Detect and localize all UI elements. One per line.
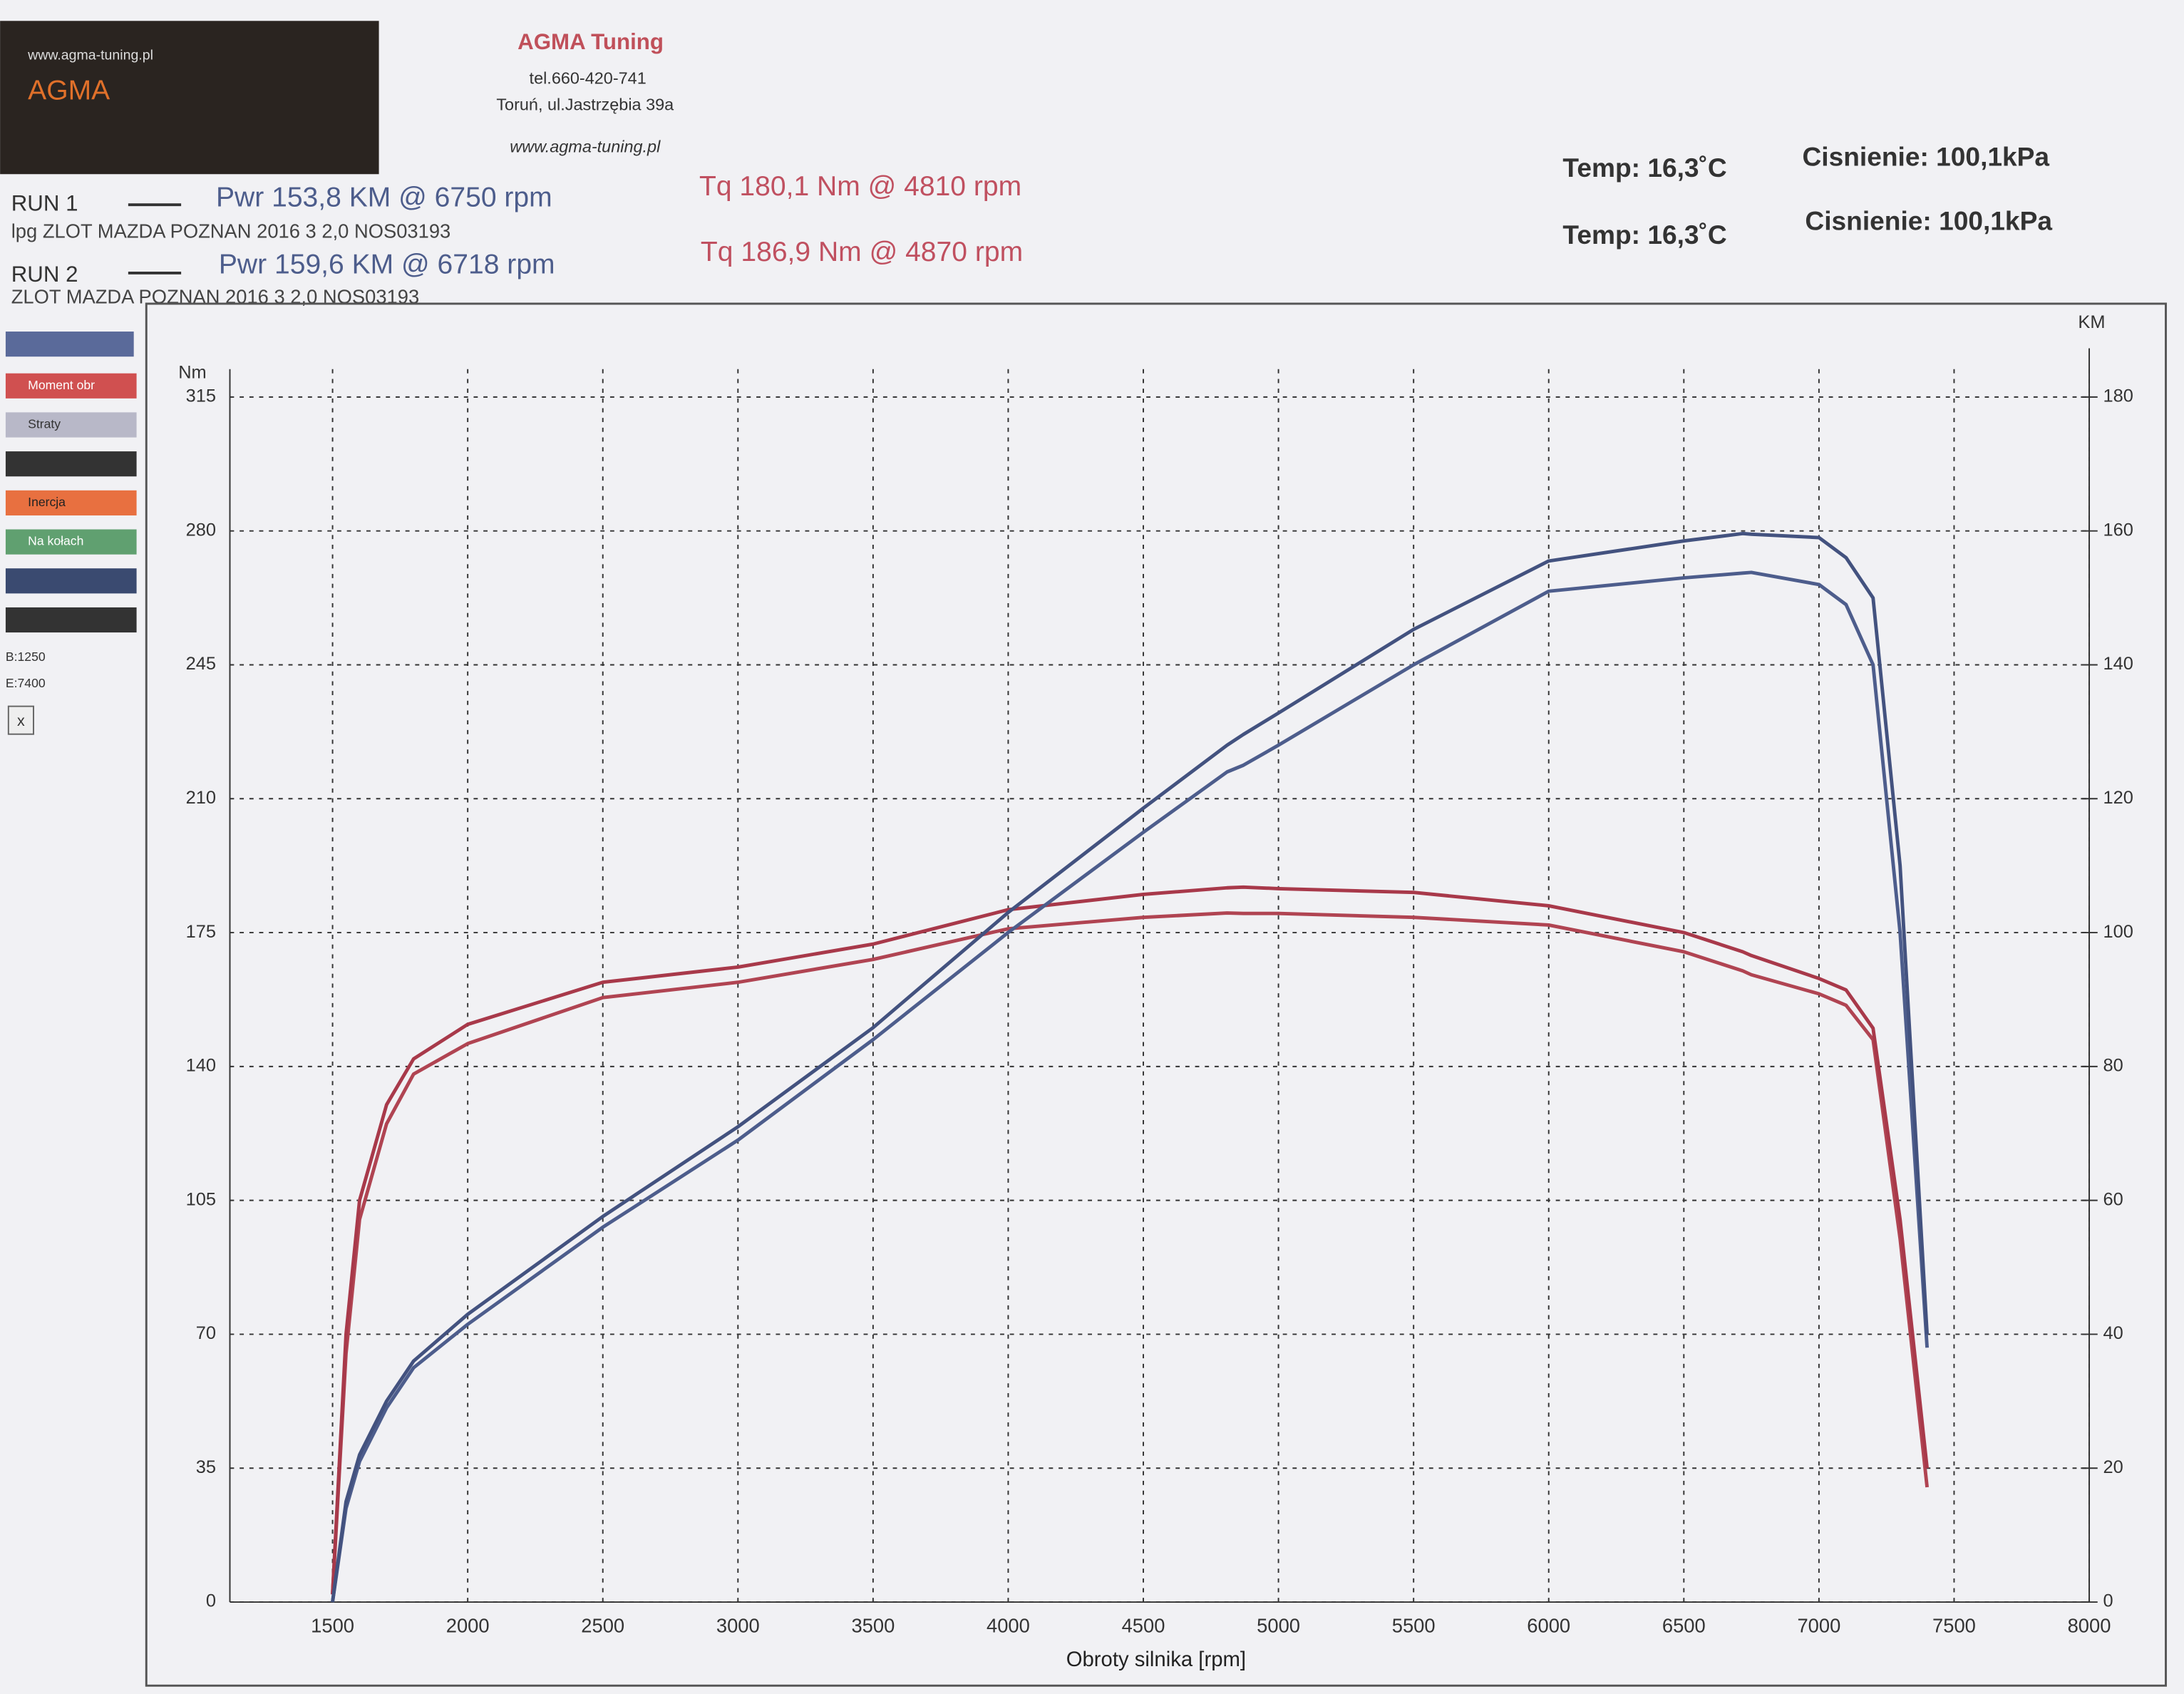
option-box[interactable]: [5, 529, 137, 555]
y-tick-label: 35: [196, 1457, 216, 1477]
run-power: Pwr 153,8 KM @ 6750 rpm: [216, 183, 552, 213]
address: Toruń, ul.Jastrzębia 39a: [496, 96, 674, 114]
x-tick-label: 1500: [311, 1614, 354, 1636]
y2-tick-label: 20: [2103, 1457, 2123, 1477]
option-box[interactable]: [5, 373, 137, 399]
company: AGMA Tuning: [517, 29, 664, 54]
x-tick-label: 7000: [1797, 1614, 1840, 1636]
x-tick-label: 3000: [716, 1614, 760, 1636]
y-tick-label: 70: [196, 1323, 216, 1343]
y-tick-label: 210: [186, 788, 216, 808]
option-label: Inercja: [28, 495, 66, 509]
option-box[interactable]: [5, 332, 134, 357]
x-tick-label: 4000: [987, 1614, 1030, 1636]
y2-tick-label: 100: [2103, 922, 2133, 942]
y2-tick-label: 140: [2103, 654, 2133, 674]
logo: [0, 21, 379, 175]
y-axis-title: Nm: [178, 362, 207, 382]
option-box[interactable]: [5, 412, 137, 438]
y2-tick-label: 60: [2103, 1189, 2123, 1209]
y-tick-label: 175: [186, 922, 216, 942]
logo-url: www.agma-tuning.pl: [27, 47, 153, 63]
run-description: lpg ZLOT MAZDA POZNAN 2016 3 2,0 NOS0319…: [11, 220, 451, 242]
y2-tick-label: 160: [2103, 520, 2133, 540]
website: www.agma-tuning.pl: [510, 137, 661, 155]
x-tick-label: 2000: [446, 1614, 490, 1636]
series-line: [331, 911, 1930, 1595]
y2-tick-label: 0: [2103, 1591, 2113, 1611]
y2-axis-title: KM: [2078, 312, 2105, 332]
temperature: Temp: 16,3˚C: [1562, 153, 1726, 183]
option-box[interactable]: [5, 607, 137, 633]
series-line: [331, 531, 1930, 1603]
close-button[interactable]: [7, 705, 34, 735]
y2-tick-label: 80: [2103, 1056, 2123, 1076]
x-axis-title: Obroty silnika [rpm]: [1066, 1648, 1246, 1671]
x-tick-label: 4500: [1122, 1614, 1165, 1636]
x-tick-label: 3500: [851, 1614, 895, 1636]
y-tick-label: 140: [186, 1056, 216, 1076]
option-label: Moment obr: [28, 378, 95, 392]
y-tick-label: 0: [206, 1591, 216, 1611]
run-torque: Tq 180,1 Nm @ 4810 rpm: [699, 171, 1021, 202]
range-end: E:7400: [6, 676, 46, 690]
y-tick-label: 315: [186, 386, 216, 406]
range-start: B:1250: [6, 650, 46, 664]
x-tick-label: 7500: [1932, 1614, 1976, 1636]
chart-frame: [145, 302, 2167, 1687]
run-label: RUN 1: [11, 190, 78, 215]
option-label: Straty: [28, 417, 61, 431]
y2-tick-label: 40: [2103, 1323, 2123, 1343]
y2-tick-label: 180: [2103, 386, 2133, 406]
x-tick-label: 2500: [581, 1614, 624, 1636]
y-tick-label: 105: [186, 1189, 216, 1209]
phone: tel.660-420-741: [530, 69, 647, 88]
option-box[interactable]: [5, 451, 137, 477]
x-tick-label: 6500: [1662, 1614, 1706, 1636]
option-box[interactable]: [5, 568, 137, 594]
run-torque: Tq 186,9 Nm @ 4870 rpm: [701, 237, 1023, 267]
y-tick-label: 280: [186, 520, 216, 540]
pressure: Cisnienie: 100,1kPa: [1803, 142, 2050, 172]
run-power: Pwr 159,6 KM @ 6718 rpm: [219, 250, 555, 280]
y-tick-label: 245: [186, 654, 216, 674]
series-line: [331, 570, 1930, 1603]
close-label: x: [17, 712, 25, 729]
option-label: Na kołach: [28, 534, 83, 548]
series-line: [331, 885, 1930, 1595]
x-tick-label: 6000: [1527, 1614, 1570, 1636]
y2-tick-label: 120: [2103, 788, 2133, 808]
temperature: Temp: 16,3˚C: [1562, 220, 1726, 250]
logo-name: AGMA: [28, 75, 110, 106]
option-box[interactable]: [5, 490, 137, 515]
pressure: Cisnienie: 100,1kPa: [1805, 205, 2052, 235]
x-tick-label: 8000: [2068, 1614, 2111, 1636]
x-tick-label: 5000: [1257, 1614, 1300, 1636]
x-tick-label: 5500: [1392, 1614, 1436, 1636]
run-label: RUN 2: [11, 262, 78, 287]
